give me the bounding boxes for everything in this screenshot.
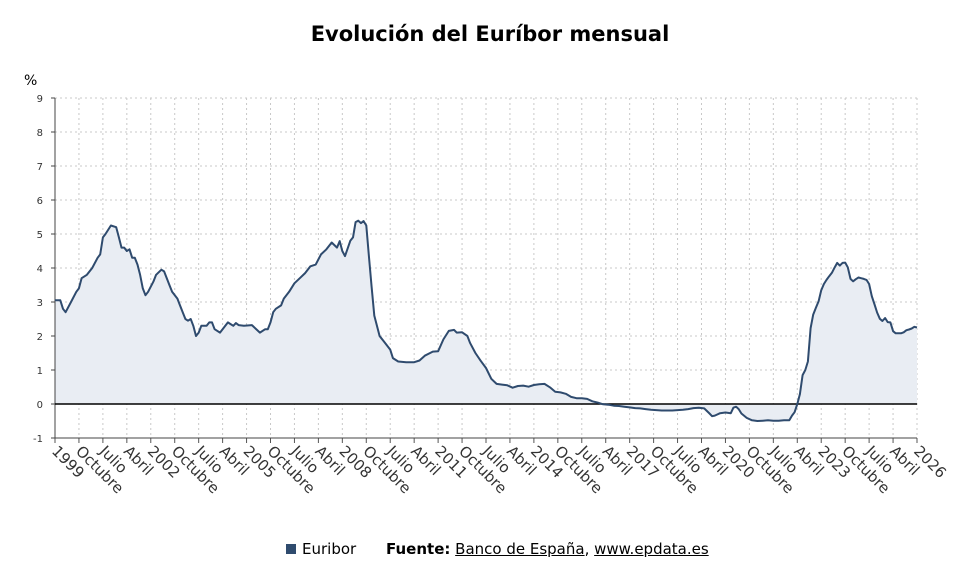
- x-tick-labels: 1999OctubreJulioAbril2002OctubreJulioAbr…: [48, 441, 950, 497]
- grid-lines: [54, 97, 918, 439]
- y-tick-labels: 9 8 7 6 5 4 3 2 1 0 -1: [33, 94, 43, 445]
- source-link-epdata[interactable]: www.epdata.es: [594, 540, 709, 558]
- legend[interactable]: Euribor: [286, 540, 356, 558]
- series-line-euribor: [55, 219, 918, 422]
- legend-label-euribor: Euribor: [302, 540, 357, 558]
- y-tick-label: 1: [37, 366, 43, 377]
- y-tick-label: 7: [37, 162, 43, 173]
- axes: [51, 97, 918, 443]
- y-tick-label: 9: [37, 94, 43, 105]
- y-tick-label: 0: [37, 400, 43, 411]
- y-axis-label: %: [24, 73, 37, 89]
- legend-swatch-euribor: [286, 544, 296, 554]
- y-tick-label: 4: [37, 264, 43, 275]
- series-area-euribor: [55, 220, 917, 421]
- y-tick-label: 2: [37, 332, 43, 343]
- y-tick-label: 3: [37, 298, 43, 309]
- source-separator: ,: [584, 540, 590, 558]
- source-prefix: Fuente:: [386, 540, 451, 558]
- source-link-bde[interactable]: Banco de España: [455, 540, 585, 558]
- y-tick-label: 5: [37, 230, 43, 241]
- chart-title: Evolución del Euríbor mensual: [310, 22, 670, 46]
- series-line: [55, 219, 918, 422]
- source-note: Fuente: Banco de España, www.epdata.es: [386, 540, 709, 558]
- y-tick-label: -1: [33, 434, 43, 445]
- y-tick-label: 8: [37, 128, 43, 139]
- y-tick-label: 6: [37, 196, 43, 207]
- series-area: [55, 220, 917, 421]
